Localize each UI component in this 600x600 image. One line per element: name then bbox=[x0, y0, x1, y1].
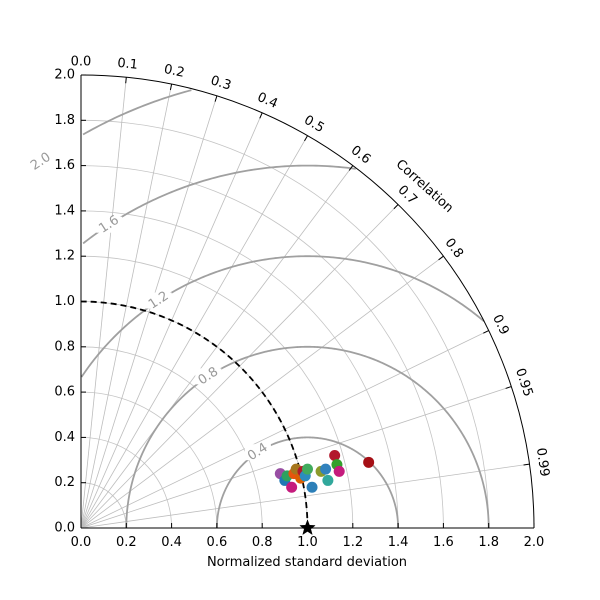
std-grid-arc bbox=[80, 255, 354, 529]
y-tick-label: 0.6 bbox=[54, 385, 75, 400]
x-tick-label: 1.6 bbox=[433, 535, 454, 550]
model-point bbox=[320, 463, 332, 475]
rms-contour bbox=[80, 255, 485, 378]
y-tick-label: 2.0 bbox=[54, 68, 75, 83]
rms-label-background bbox=[96, 216, 123, 233]
correlation-tick-mark bbox=[393, 204, 399, 210]
x-tick-label: 0.0 bbox=[71, 535, 92, 550]
rms-contour bbox=[216, 436, 399, 528]
correlation-grid-line bbox=[80, 165, 354, 529]
correlation-tick-label: 0.4 bbox=[255, 90, 280, 112]
rms-label-background bbox=[27, 153, 54, 170]
x-tick-label: 1.4 bbox=[388, 535, 409, 550]
correlation-tick-mark bbox=[505, 386, 512, 389]
model-point bbox=[286, 481, 298, 493]
correlation-tick-label: 0.0 bbox=[71, 55, 92, 70]
std-grid-arc bbox=[80, 482, 127, 529]
correlation-tick-mark bbox=[348, 165, 354, 171]
correlation-tick-mark bbox=[483, 330, 489, 334]
model-point bbox=[302, 463, 313, 475]
rms-contour bbox=[82, 89, 192, 136]
correlation-grid-line bbox=[80, 135, 308, 529]
model-point bbox=[333, 465, 345, 477]
x-tick-label: 2.0 bbox=[524, 535, 545, 550]
std-grid-arc bbox=[80, 119, 490, 529]
correlation-tick-label: 0.9 bbox=[489, 312, 512, 337]
model-point bbox=[322, 474, 334, 486]
correlation-tick-label: 0.5 bbox=[301, 113, 326, 136]
y-tick-label: 1.6 bbox=[54, 158, 75, 173]
y-tick-label: 0.4 bbox=[54, 430, 75, 445]
y-tick-label: 1.2 bbox=[54, 249, 75, 264]
rms-contour bbox=[125, 345, 490, 529]
x-axis-title: Normalized standard deviation bbox=[207, 555, 407, 570]
correlation-tick-mark bbox=[125, 77, 127, 84]
correlation-tick-label: 0.3 bbox=[209, 73, 233, 94]
std-grid-arc bbox=[80, 210, 399, 529]
std-grid-arc bbox=[80, 165, 444, 529]
rms-contour-label: 2.0 bbox=[28, 150, 54, 174]
rms-label-background bbox=[244, 444, 271, 461]
correlation-tick-mark bbox=[523, 463, 530, 466]
rms-contour-layer: 0.40.81.21.62.0 bbox=[27, 89, 490, 529]
correlation-tick-mark bbox=[259, 112, 263, 119]
y-tick-label: 0.0 bbox=[54, 521, 75, 536]
model-point bbox=[306, 481, 318, 493]
correlation-tick-mark bbox=[438, 255, 444, 261]
y-tick-label: 1.8 bbox=[54, 113, 75, 128]
outer-arc bbox=[80, 74, 535, 529]
correlation-tick-label: 0.6 bbox=[348, 143, 374, 167]
correlation-tick-label: 0.95 bbox=[512, 366, 535, 398]
model-point bbox=[329, 450, 341, 462]
x-tick-label: 0.4 bbox=[161, 535, 182, 550]
point-layer bbox=[274, 450, 375, 536]
rms-contour-label: 1.6 bbox=[96, 213, 122, 237]
rms-contour bbox=[82, 164, 356, 245]
std-grid-arc bbox=[80, 346, 263, 529]
reference-star-marker bbox=[299, 519, 316, 536]
correlation-grid-line bbox=[80, 95, 218, 529]
correlation-tick-mark bbox=[214, 95, 218, 102]
y-tick-label: 1.4 bbox=[54, 203, 75, 218]
rms-contour-label: 0.8 bbox=[196, 364, 222, 388]
x-tick-label: 1.8 bbox=[478, 535, 499, 550]
y-tick-label: 1.0 bbox=[54, 294, 75, 309]
correlation-tick-label: 0.99 bbox=[533, 447, 552, 478]
x-tick-label: 0.2 bbox=[116, 535, 137, 550]
x-tick-label: 1.0 bbox=[297, 535, 318, 550]
x-tick-label: 1.2 bbox=[342, 535, 363, 550]
x-tick-label: 0.6 bbox=[207, 535, 228, 550]
correlation-tick-label: 0.1 bbox=[117, 56, 139, 73]
correlation-tick-mark bbox=[304, 135, 308, 142]
std-grid-arc bbox=[80, 391, 218, 529]
model-point bbox=[363, 456, 375, 468]
y-tick-label: 0.2 bbox=[54, 475, 75, 490]
rms-label-background bbox=[145, 292, 172, 309]
correlation-tick-label: 0.2 bbox=[163, 62, 186, 81]
rms-label-background bbox=[195, 368, 222, 385]
correlation-tick-label: 0.8 bbox=[442, 236, 466, 262]
x-tick-label: 0.8 bbox=[252, 535, 273, 550]
correlation-tick-mark bbox=[169, 84, 173, 91]
y-tick-label: 0.8 bbox=[54, 339, 75, 354]
